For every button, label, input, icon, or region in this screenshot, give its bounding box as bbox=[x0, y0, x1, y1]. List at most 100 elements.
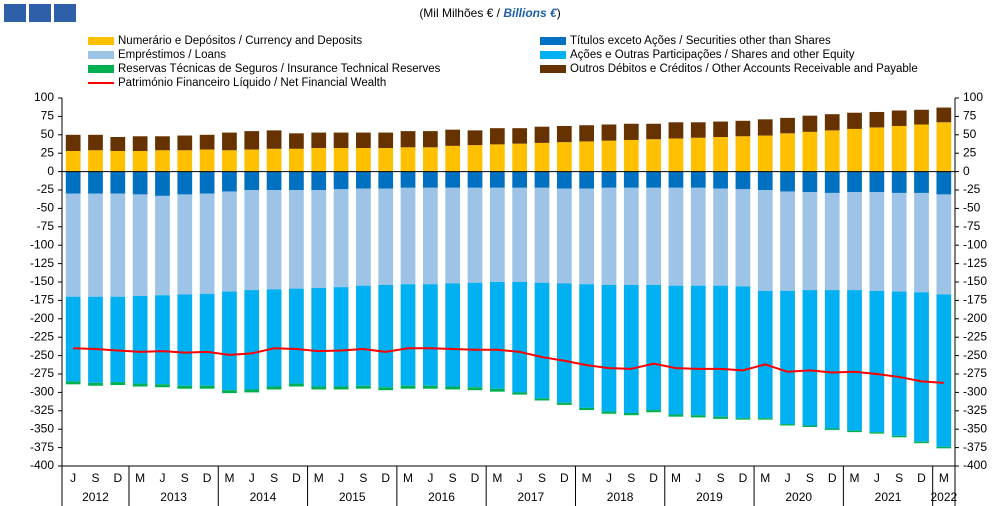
bar-segment bbox=[222, 132, 237, 151]
legend-label: Empréstimos / Loans bbox=[118, 49, 226, 61]
legend-label: Património Financeiro Líquido / Net Fina… bbox=[118, 77, 386, 89]
header-icon bbox=[29, 4, 51, 22]
bar-segment bbox=[489, 187, 505, 282]
bar-segment bbox=[690, 122, 706, 138]
y2-tick-label: -50 bbox=[963, 201, 981, 215]
y2-tick-label: -275 bbox=[963, 366, 987, 380]
line-series bbox=[73, 347, 944, 384]
bar-segment bbox=[110, 150, 126, 172]
bar-segment bbox=[356, 385, 371, 389]
y2-tick-label: -375 bbox=[963, 440, 987, 454]
bar-segment bbox=[802, 131, 818, 172]
bar-segment bbox=[735, 189, 751, 287]
bar-segment bbox=[289, 288, 304, 384]
bar-segment bbox=[422, 385, 438, 389]
bar-segment bbox=[869, 111, 885, 128]
legend-swatch bbox=[88, 37, 114, 45]
bar-segment bbox=[311, 386, 327, 390]
legend-swatch bbox=[540, 51, 566, 59]
bar-segment bbox=[289, 383, 304, 387]
bar-segment bbox=[534, 282, 550, 399]
bar-segment bbox=[757, 290, 773, 419]
bar-segment bbox=[579, 141, 595, 172]
y2-tick-label: 100 bbox=[963, 90, 983, 104]
bar-segment bbox=[177, 385, 193, 389]
x-tick-label: D bbox=[113, 471, 122, 485]
bar-segment bbox=[333, 148, 349, 172]
bar-segment bbox=[556, 171, 572, 189]
bar-segment bbox=[601, 124, 617, 141]
bar-segment bbox=[735, 136, 751, 172]
bar-segment bbox=[400, 147, 416, 172]
bar-segment bbox=[713, 121, 728, 138]
bar-segment bbox=[914, 192, 929, 293]
x-tick-label: M bbox=[850, 471, 860, 485]
bar-segment bbox=[110, 137, 126, 151]
bar-segment bbox=[65, 296, 81, 382]
bar-segment bbox=[199, 193, 215, 294]
bar-segment bbox=[713, 171, 728, 189]
bar-segment bbox=[668, 187, 684, 286]
bar-segment bbox=[623, 171, 639, 188]
bar-segment bbox=[222, 171, 237, 192]
bar-segment bbox=[690, 415, 706, 418]
bar-segment bbox=[824, 171, 840, 193]
bar-segment bbox=[400, 385, 416, 389]
bar-segment bbox=[802, 425, 818, 427]
bar-segment bbox=[489, 128, 505, 145]
y-tick-label: -25 bbox=[37, 182, 55, 196]
bar-segment bbox=[445, 171, 461, 188]
bar-segment bbox=[445, 187, 461, 284]
bar-segment bbox=[311, 190, 327, 288]
bar-segment bbox=[110, 296, 126, 383]
bar-segment bbox=[88, 382, 103, 386]
bar-segment bbox=[88, 150, 103, 172]
bar-segment bbox=[891, 171, 907, 193]
legend-swatch bbox=[540, 65, 566, 73]
bar-segment bbox=[936, 171, 952, 195]
x-tick-label: D bbox=[828, 471, 837, 485]
y2-tick-label: 25 bbox=[963, 145, 977, 159]
bar-segment bbox=[556, 125, 572, 143]
bar-segment bbox=[445, 386, 461, 390]
title-pt: (Mil Milhões € / bbox=[419, 6, 503, 20]
bar-segment bbox=[869, 192, 885, 291]
legend-label: Títulos exceto Ações / Securities other … bbox=[570, 35, 831, 47]
bar-segment bbox=[489, 171, 505, 188]
bar-segment bbox=[891, 291, 907, 436]
bar-segment bbox=[847, 112, 862, 129]
bar-segment bbox=[735, 418, 751, 420]
y2-tick-label: -250 bbox=[963, 348, 987, 362]
y-tick-label: -300 bbox=[30, 385, 54, 399]
bar-segment bbox=[400, 171, 416, 188]
bar-segment bbox=[623, 139, 639, 172]
bar-segment bbox=[802, 290, 818, 426]
y-tick-label: 100 bbox=[34, 90, 54, 104]
bar-segment bbox=[601, 411, 617, 414]
bar-segment bbox=[757, 190, 773, 291]
bar-segment bbox=[780, 171, 795, 192]
bar-segment bbox=[333, 171, 349, 190]
bar-segment bbox=[244, 389, 260, 393]
bar-segment bbox=[289, 171, 304, 190]
x-tick-label: S bbox=[627, 471, 635, 485]
bar-segment bbox=[266, 148, 282, 172]
bar-segment bbox=[400, 284, 416, 386]
bar-segment bbox=[623, 284, 639, 414]
bar-segment bbox=[914, 171, 929, 193]
bar-segment bbox=[177, 294, 193, 386]
bar-segment bbox=[601, 140, 617, 172]
x-tick-label: J bbox=[338, 471, 344, 485]
bar-segment bbox=[177, 150, 193, 172]
x-tick-label: J bbox=[517, 471, 523, 485]
bar-segment bbox=[646, 171, 661, 188]
year-label: 2013 bbox=[160, 490, 187, 504]
bar-segment bbox=[668, 122, 684, 139]
bar-segment bbox=[847, 290, 862, 431]
bar-segment bbox=[266, 289, 282, 387]
bar-segment bbox=[646, 187, 661, 285]
bar-segment bbox=[155, 136, 170, 151]
bar-segment bbox=[668, 171, 684, 188]
bar-segment bbox=[356, 132, 371, 149]
